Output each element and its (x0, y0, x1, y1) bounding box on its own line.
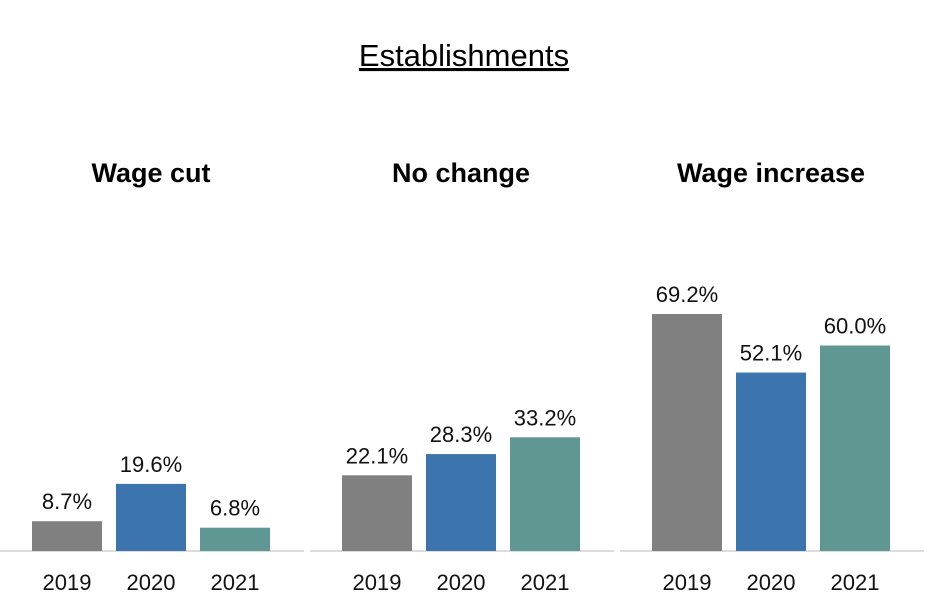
group-title: Wage increase (677, 158, 865, 188)
group-title: Wage cut (91, 158, 210, 188)
bar (736, 372, 806, 551)
data-label: 8.7% (42, 489, 92, 514)
x-tick-label: 2020 (747, 570, 796, 595)
x-tick-label: 2019 (353, 570, 402, 595)
chart-title: Establishments (359, 38, 569, 73)
x-tick-label: 2019 (663, 570, 712, 595)
bar (510, 437, 580, 551)
data-label: 22.1% (346, 443, 408, 468)
data-label: 69.2% (656, 282, 718, 307)
data-label: 6.8% (210, 496, 260, 521)
x-tick-label: 2019 (43, 570, 92, 595)
x-tick-label: 2021 (831, 570, 880, 595)
x-tick-label: 2020 (437, 570, 486, 595)
bar-group: Wage increase 69.2% 2019 52.1% 2020 60.0% 2021 (620, 158, 924, 595)
data-label: 60.0% (824, 314, 886, 339)
bar-group: Wage cut 8.7% 2019 19.6% 2020 6.8% 2021 (0, 158, 304, 595)
bar-group: No change 22.1% 2019 28.3% 2020 33.2% 2021 (310, 158, 614, 595)
data-label: 52.1% (740, 341, 802, 366)
bar (342, 475, 412, 551)
x-tick-label: 2021 (211, 570, 260, 595)
data-label: 19.6% (120, 452, 182, 477)
x-tick-label: 2021 (521, 570, 570, 595)
data-label: 33.2% (514, 405, 576, 430)
data-label: 28.3% (430, 422, 492, 447)
bar (426, 454, 496, 551)
bar (200, 527, 270, 551)
bar (652, 314, 722, 551)
bar (32, 521, 102, 551)
group-title: No change (392, 158, 530, 188)
x-tick-label: 2020 (127, 570, 176, 595)
bar (820, 345, 890, 551)
bar (116, 483, 186, 551)
